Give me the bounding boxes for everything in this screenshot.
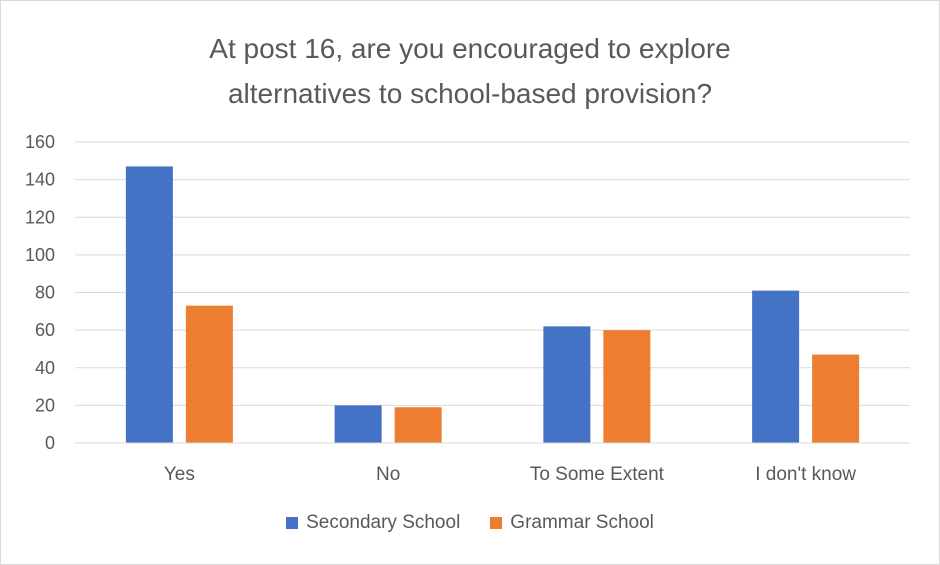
legend-item-secondary-school: Secondary School bbox=[286, 512, 460, 534]
y-tick-label-100: 100 bbox=[25, 245, 55, 265]
bar-grammar-school-to-some-extent bbox=[603, 330, 651, 443]
bar-secondary-school-to-some-extent bbox=[543, 326, 591, 443]
y-tick-label-40: 40 bbox=[35, 358, 55, 378]
y-tick-label-20: 20 bbox=[35, 395, 55, 415]
legend-item-grammar-school: Grammar School bbox=[490, 512, 654, 534]
bar-secondary-school-i-don-t-know bbox=[752, 290, 800, 443]
y-tick-label-0: 0 bbox=[45, 433, 55, 453]
y-tick-label-160: 160 bbox=[25, 132, 55, 152]
y-tick-label-140: 140 bbox=[25, 170, 55, 190]
x-tick-label-no: No bbox=[376, 464, 400, 485]
bar-grammar-school-i-don-t-know bbox=[812, 354, 860, 443]
chart-title: At post 16, are you encouraged to explor… bbox=[0, 26, 940, 116]
bar-grammar-school-no bbox=[394, 407, 442, 443]
x-tick-label-i-don-t-know: I don't know bbox=[755, 464, 856, 485]
legend-swatch-grammar-school bbox=[490, 517, 503, 529]
y-tick-label-80: 80 bbox=[35, 283, 55, 303]
bar-secondary-school-no bbox=[334, 405, 382, 443]
legend-label-secondary-school: Secondary School bbox=[306, 512, 461, 533]
x-tick-label-yes: Yes bbox=[164, 464, 195, 485]
bar-grammar-school-yes bbox=[185, 305, 233, 443]
legend: Secondary School Grammar School bbox=[0, 512, 940, 534]
y-tick-label-120: 120 bbox=[25, 207, 55, 227]
chart-title-line-2: alternatives to school-based provision? bbox=[227, 78, 713, 109]
x-tick-label-to-some-extent: To Some Extent bbox=[530, 464, 665, 485]
chart-title-line-1: At post 16, are you encouraged to explor… bbox=[209, 33, 731, 64]
bar-secondary-school-yes bbox=[125, 166, 173, 444]
y-tick-label-60: 60 bbox=[35, 320, 55, 340]
legend-swatch-secondary-school bbox=[286, 517, 299, 529]
legend-label-grammar-school: Grammar School bbox=[510, 512, 654, 533]
